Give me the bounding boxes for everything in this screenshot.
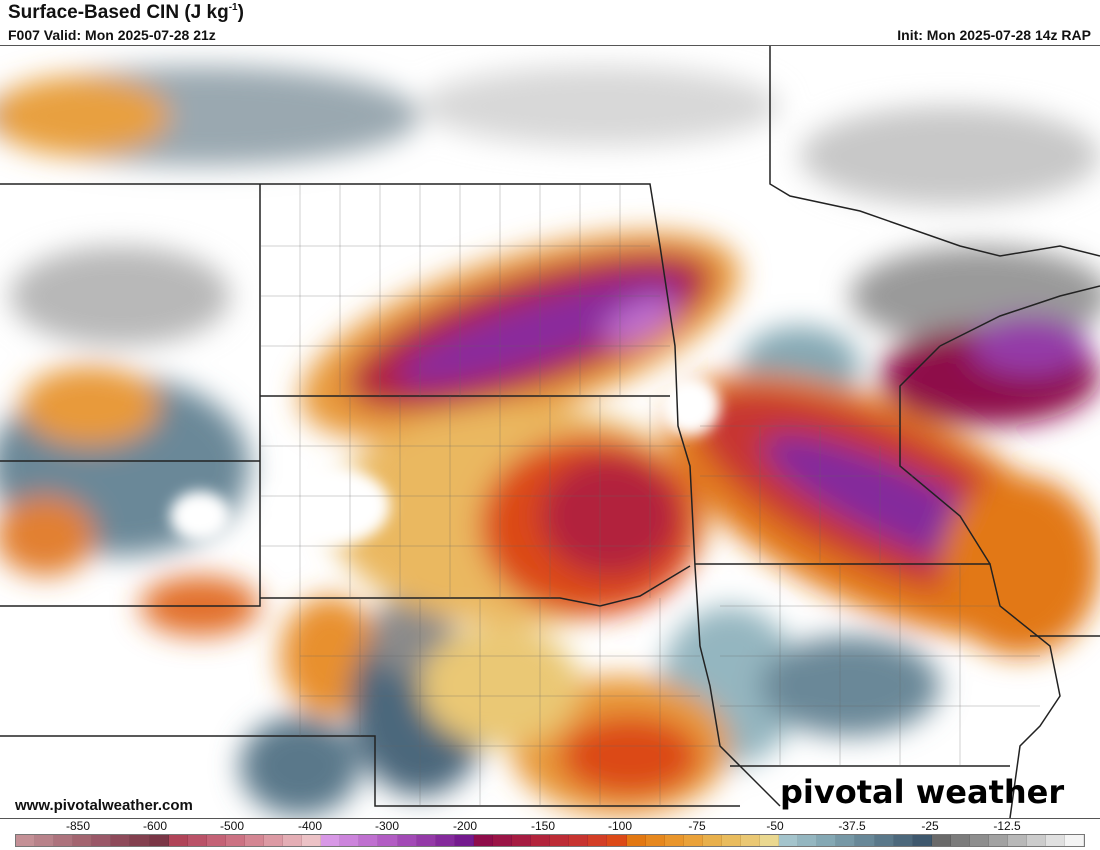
map-title: Surface-Based CIN (J kg-1): [8, 2, 244, 24]
colorbar-swatch: [16, 835, 36, 846]
colorbar-swatch: [54, 835, 74, 846]
colorbar-swatch: [1065, 835, 1085, 846]
init-time: Init: Mon 2025-07-28 14z RAP: [897, 27, 1091, 43]
colorbar-swatch: [73, 835, 93, 846]
colorbar-swatch: [569, 835, 589, 846]
colorbar-swatch: [702, 835, 722, 846]
colorbar-swatch: [740, 835, 761, 846]
colorbar-swatch: [340, 835, 360, 846]
colorbar-swatch: [779, 835, 799, 846]
colorbar-swatch: [683, 835, 703, 846]
colorbar-tick: -500: [219, 819, 245, 833]
colorbar-swatch: [836, 835, 856, 846]
colorbar-swatch: [893, 835, 913, 846]
colorbar-swatch: [187, 835, 207, 846]
pivotal-weather-logo: pivotal weather: [780, 773, 1065, 811]
colorbar-swatch: [168, 835, 188, 846]
colorbar-swatch: [512, 835, 532, 846]
colorbar-swatch: [1046, 835, 1066, 846]
colorbar-swatch: [397, 835, 417, 846]
colorbar-tick: -850: [65, 819, 91, 833]
colorbar-swatch: [35, 835, 55, 846]
title-unit-exponent: -1: [228, 2, 238, 13]
colorbar-swatch: [225, 835, 245, 846]
colorbar-swatch: [550, 835, 570, 846]
colorbar-swatch: [798, 835, 818, 846]
colorbar-swatch: [302, 835, 322, 846]
colorbar-swatch: [664, 835, 684, 846]
colorbar-swatch: [950, 835, 970, 846]
county-borders: [260, 184, 1040, 806]
colorbar-swatch: [626, 835, 646, 846]
colorbar-tick: -150: [530, 819, 556, 833]
cin-map[interactable]: [0, 45, 1100, 819]
colorbar-swatch: [473, 835, 493, 846]
colorbar-swatch: [244, 835, 265, 846]
colorbar-swatch: [111, 835, 131, 846]
colorbar-tick: -37.5: [838, 819, 866, 833]
colorbar-swatch: [874, 835, 894, 846]
colorbar-tick: -300: [374, 819, 400, 833]
colorbar-swatch: [378, 835, 398, 846]
colorbar-swatch: [149, 835, 169, 846]
colorbar-swatch: [264, 835, 284, 846]
colorbar-swatch: [92, 835, 112, 846]
colorbar-swatch: [607, 835, 627, 846]
colorbar-swatch: [1008, 835, 1028, 846]
colorbar-swatch: [645, 835, 665, 846]
colorbar: [15, 834, 1085, 847]
colorbar-swatch: [454, 835, 474, 846]
colorbar-swatch: [817, 835, 837, 846]
colorbar-swatch: [206, 835, 226, 846]
colorbar-swatch: [760, 835, 780, 846]
colorbar-swatch: [721, 835, 741, 846]
colorbar-ticks: -850 -600 -500 -400 -300 -200 -150 -100 …: [0, 819, 1100, 833]
colorbar-swatch: [283, 835, 303, 846]
colorbar-tick: -400: [297, 819, 323, 833]
title-text: Surface-Based CIN (J kg: [8, 2, 229, 23]
colorbar-swatch: [531, 835, 551, 846]
colorbar-swatch: [588, 835, 608, 846]
colorbar-tick: -12.5: [993, 819, 1021, 833]
colorbar-tick: -100: [607, 819, 633, 833]
website-link[interactable]: www.pivotalweather.com: [15, 797, 193, 814]
colorbar-tick: -200: [452, 819, 478, 833]
colorbar-swatch: [416, 835, 436, 846]
colorbar-swatch: [1027, 835, 1047, 846]
colorbar-tick: -25: [921, 819, 939, 833]
colorbar-swatch: [988, 835, 1009, 846]
colorbar-swatch: [855, 835, 875, 846]
colorbar-swatch: [931, 835, 951, 846]
colorbar-swatch: [321, 835, 341, 846]
state-borders: [0, 46, 1100, 818]
valid-time: F007 Valid: Mon 2025-07-28 21z: [8, 27, 216, 43]
title-end: ): [237, 2, 244, 23]
colorbar-swatch: [969, 835, 989, 846]
colorbar-swatch: [359, 835, 379, 846]
colorbar-swatch: [492, 835, 513, 846]
colorbar-swatch: [912, 835, 932, 846]
colorbar-tick: -75: [688, 819, 706, 833]
colorbar-swatch: [130, 835, 150, 846]
colorbar-tick: -50: [766, 819, 784, 833]
colorbar-tick: -600: [142, 819, 168, 833]
colorbar-swatch: [435, 835, 455, 846]
